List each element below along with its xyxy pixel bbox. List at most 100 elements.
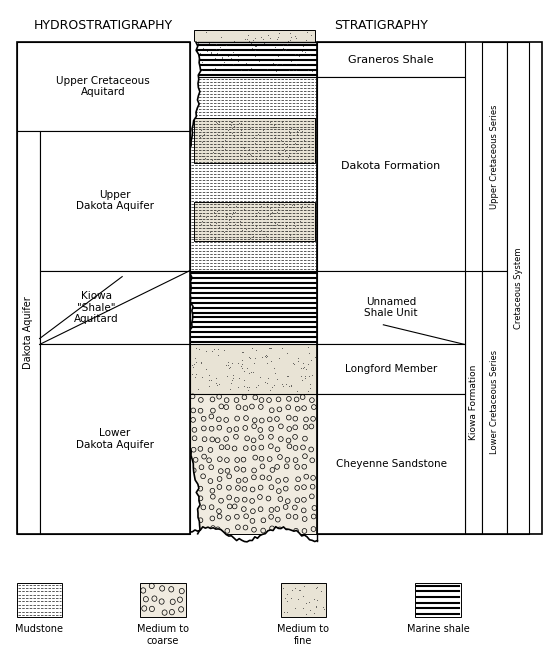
Point <box>261 351 270 362</box>
Text: Longford Member: Longford Member <box>345 364 437 374</box>
Text: Cretaceous System: Cretaceous System <box>514 247 522 329</box>
Point <box>278 117 287 127</box>
Point <box>192 46 201 56</box>
Point <box>210 52 219 63</box>
Point <box>294 49 302 59</box>
Point <box>283 371 292 382</box>
Point <box>234 51 243 61</box>
Point <box>211 117 220 127</box>
Point <box>305 383 314 393</box>
Point <box>266 385 275 395</box>
Point <box>289 199 298 210</box>
Point <box>299 358 307 369</box>
Point <box>226 384 235 395</box>
Point <box>224 363 233 373</box>
Point <box>271 42 279 52</box>
Point <box>215 44 224 54</box>
Point <box>273 32 282 43</box>
Point <box>203 47 212 57</box>
Point <box>291 49 300 59</box>
Point <box>214 117 223 127</box>
Point <box>285 127 294 138</box>
Point <box>213 129 222 139</box>
Point <box>226 362 234 372</box>
Point <box>310 352 319 362</box>
Point <box>261 217 270 228</box>
Point <box>227 52 235 63</box>
Point <box>260 229 269 239</box>
Point <box>241 58 250 69</box>
Point <box>211 210 220 220</box>
Bar <box>317 393 465 534</box>
Point <box>238 225 246 235</box>
Point <box>246 38 255 49</box>
Bar <box>190 393 317 534</box>
Bar <box>317 78 465 270</box>
Point <box>252 205 261 215</box>
Point <box>258 352 267 362</box>
Point <box>285 134 294 144</box>
Point <box>290 31 299 41</box>
Point <box>276 135 285 145</box>
Point <box>282 347 291 358</box>
Point <box>282 221 291 231</box>
Point <box>267 382 276 393</box>
Point <box>285 35 294 45</box>
Point <box>285 28 294 38</box>
Point <box>212 118 221 128</box>
Point <box>211 144 220 155</box>
Point <box>262 378 271 388</box>
Point <box>268 220 277 230</box>
Text: Cheyenne Sandstone: Cheyenne Sandstone <box>336 459 447 468</box>
Point <box>308 369 317 380</box>
Point <box>304 342 313 352</box>
Point <box>207 47 216 57</box>
Point <box>215 45 224 56</box>
Point <box>193 38 202 48</box>
Point <box>282 140 291 151</box>
Text: Kiowa Formation: Kiowa Formation <box>469 364 478 440</box>
Point <box>292 146 300 157</box>
Point <box>197 151 206 161</box>
Point <box>205 38 214 48</box>
Point <box>225 118 234 129</box>
Point <box>278 379 287 389</box>
Text: Marine shale: Marine shale <box>406 624 470 634</box>
Point <box>290 221 299 231</box>
Point <box>197 65 206 76</box>
Bar <box>140 583 186 617</box>
Point <box>229 370 238 380</box>
Point <box>294 212 302 222</box>
Point <box>207 375 216 385</box>
Point <box>287 56 295 66</box>
Point <box>211 63 220 73</box>
Point <box>290 145 299 155</box>
Point <box>222 212 230 222</box>
Bar <box>16 42 190 534</box>
Point <box>206 219 214 229</box>
Point <box>206 65 215 75</box>
Point <box>207 48 216 58</box>
Point <box>247 367 256 378</box>
Point <box>261 144 270 154</box>
Point <box>197 124 206 135</box>
Point <box>246 353 255 364</box>
Point <box>239 142 248 152</box>
Point <box>287 593 296 604</box>
Point <box>218 60 227 70</box>
Bar <box>40 270 190 344</box>
Point <box>275 148 284 159</box>
Point <box>251 353 260 364</box>
Point <box>234 382 243 392</box>
Point <box>292 59 301 69</box>
Point <box>196 210 205 220</box>
Point <box>235 373 244 383</box>
Point <box>197 58 206 68</box>
Point <box>272 207 281 217</box>
Point <box>292 225 300 235</box>
Point <box>262 358 271 368</box>
Point <box>298 201 307 212</box>
Text: Upper
Dakota Aquifer: Upper Dakota Aquifer <box>76 190 153 212</box>
Point <box>200 202 208 212</box>
Point <box>289 217 298 228</box>
